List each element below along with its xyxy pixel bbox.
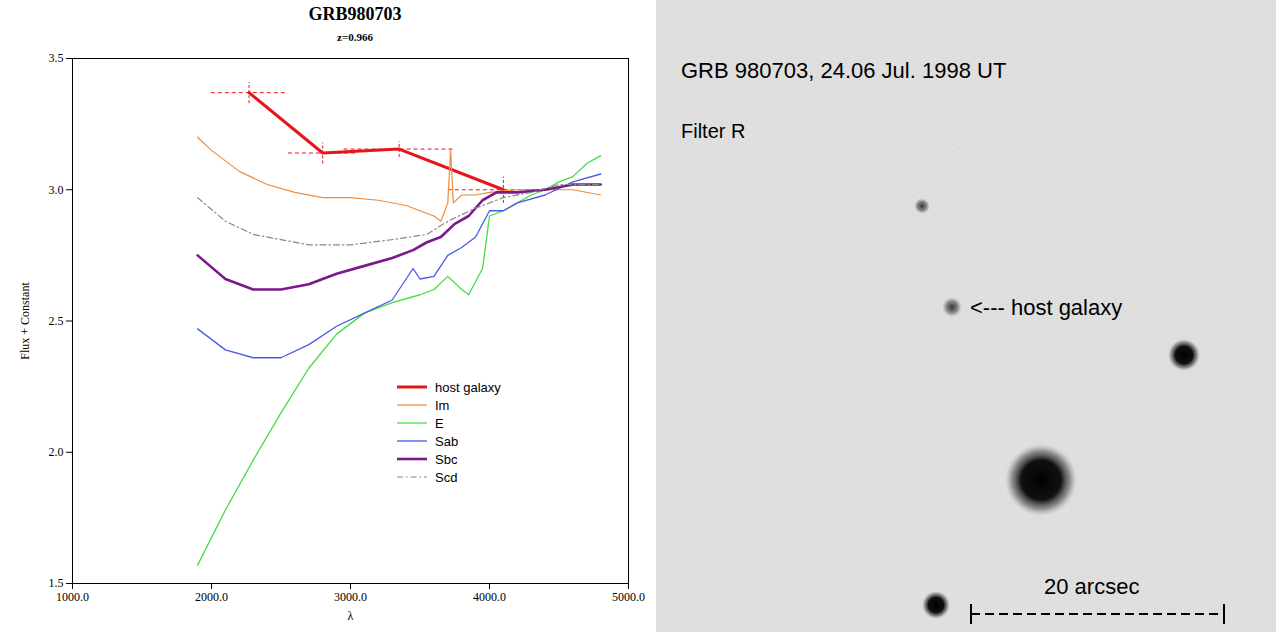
svg-text:3000.0: 3000.0: [334, 590, 367, 604]
svg-text:2.5: 2.5: [49, 314, 64, 328]
html-text:host galaxy: host galaxy: [435, 379, 501, 395]
svg-text:3.5: 3.5: [49, 51, 64, 65]
svg-text:20 arcsec: 20 arcsec: [1044, 574, 1139, 599]
html-text:Scd: Scd: [435, 469, 458, 485]
svg-text:<--- host galaxy: <--- host galaxy: [970, 295, 1122, 320]
html-text:Sab: Sab: [435, 433, 459, 449]
svg-text:5000.0: 5000.0: [612, 590, 645, 604]
svg-text:λ: λ: [348, 609, 354, 623]
svg-text:4000.0: 4000.0: [473, 590, 506, 604]
svg-text:GRB 980703, 24.06 Jul. 1998 UT: GRB 980703, 24.06 Jul. 1998 UT: [681, 58, 1006, 83]
html-text:Sbc: Sbc: [435, 451, 458, 467]
svg-text:2.0: 2.0: [49, 445, 64, 459]
svg-text:3.0: 3.0: [49, 183, 64, 197]
svg-text:Flux + Constant: Flux + Constant: [18, 282, 32, 360]
html-text:z=0.966: z=0.966: [337, 31, 373, 43]
svg-text:2000.0: 2000.0: [195, 590, 228, 604]
svg-text:1000.0: 1000.0: [56, 590, 89, 604]
svg-text:1.5: 1.5: [49, 576, 64, 590]
html-text:E: E: [435, 415, 444, 431]
html-text:GRB980703: GRB980703: [308, 4, 402, 24]
svg-text:Filter R: Filter R: [681, 120, 745, 142]
html-text:Im: Im: [435, 397, 450, 413]
